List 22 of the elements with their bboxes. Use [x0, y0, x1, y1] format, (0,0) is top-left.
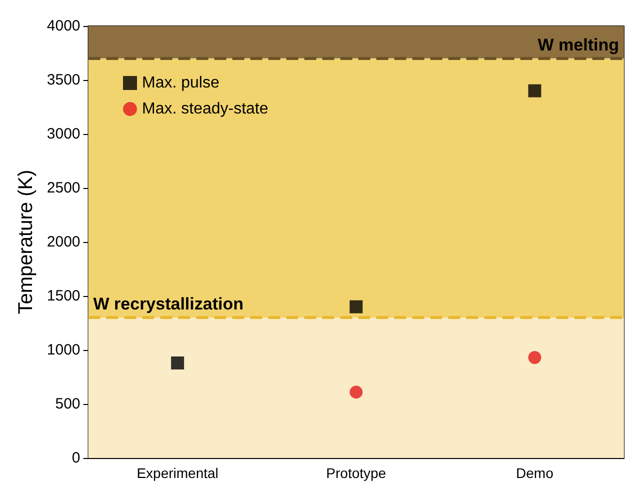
x-tick-label: Experimental — [136, 465, 218, 481]
ref-line-label: W melting — [538, 35, 619, 54]
x-tick-label: Prototype — [326, 465, 386, 481]
y-axis-title: Temperature (K) — [15, 170, 37, 314]
y-tick-label: 3500 — [46, 72, 80, 88]
x-tick-label: Demo — [516, 465, 554, 481]
point — [528, 84, 542, 98]
y-tick-label: 0 — [72, 450, 80, 466]
y-tick-label: 500 — [55, 396, 80, 412]
y-tick-label: 2000 — [46, 234, 80, 250]
point — [528, 351, 542, 364]
point — [350, 386, 363, 399]
y-tick-label: 1500 — [46, 288, 80, 304]
point — [350, 300, 363, 314]
y-tick-label: 4000 — [46, 18, 80, 34]
y-tick-label: 1000 — [46, 342, 80, 358]
point — [171, 356, 184, 370]
y-tick-label: 2500 — [46, 180, 80, 196]
legend-label: Max. pulse — [142, 74, 220, 92]
legend-label: Max. steady-state — [142, 100, 268, 118]
y-tick-label: 3000 — [46, 126, 80, 142]
ref-line-label: W recrystallization — [93, 294, 244, 314]
